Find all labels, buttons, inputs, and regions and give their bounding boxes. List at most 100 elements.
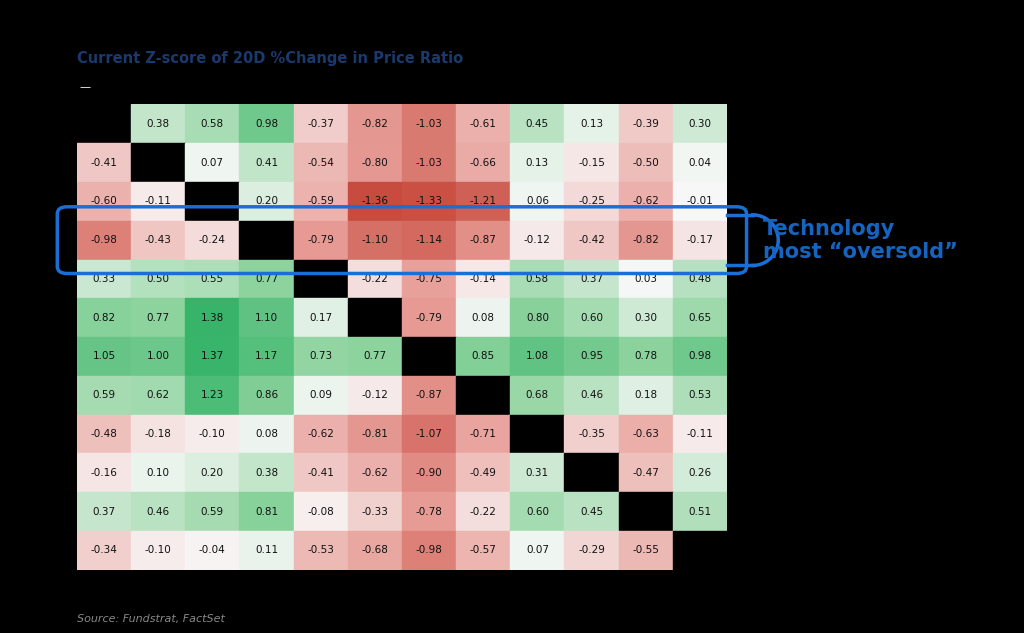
Text: 0.45: 0.45 bbox=[526, 119, 549, 129]
Bar bbox=[131, 492, 185, 531]
Bar bbox=[185, 143, 240, 182]
Text: -0.08: -0.08 bbox=[307, 506, 334, 517]
Bar bbox=[185, 376, 240, 415]
Bar bbox=[618, 376, 673, 415]
Bar bbox=[77, 104, 131, 143]
Bar bbox=[131, 298, 185, 337]
Text: -0.98: -0.98 bbox=[416, 545, 442, 555]
Bar bbox=[131, 221, 185, 260]
Text: 0.68: 0.68 bbox=[526, 390, 549, 400]
Bar bbox=[185, 104, 240, 143]
Text: -0.42: -0.42 bbox=[579, 235, 605, 245]
Bar bbox=[294, 492, 348, 531]
Text: 0.11: 0.11 bbox=[255, 545, 278, 555]
Bar bbox=[564, 104, 618, 143]
Text: 0.46: 0.46 bbox=[146, 506, 170, 517]
Text: 1.37: 1.37 bbox=[201, 351, 224, 361]
Bar bbox=[564, 492, 618, 531]
Bar bbox=[131, 260, 185, 298]
Text: 0.45: 0.45 bbox=[580, 506, 603, 517]
Bar bbox=[240, 182, 294, 221]
Text: 0.60: 0.60 bbox=[526, 506, 549, 517]
Bar bbox=[618, 221, 673, 260]
Bar bbox=[564, 298, 618, 337]
Text: -0.82: -0.82 bbox=[633, 235, 659, 245]
Text: -0.82: -0.82 bbox=[361, 119, 388, 129]
Text: -0.01: -0.01 bbox=[686, 196, 714, 206]
Text: -0.79: -0.79 bbox=[416, 313, 442, 323]
Text: 0.30: 0.30 bbox=[688, 119, 712, 129]
Bar bbox=[401, 260, 456, 298]
Bar bbox=[294, 531, 348, 570]
Text: -0.49: -0.49 bbox=[470, 468, 497, 478]
Text: 0.08: 0.08 bbox=[472, 313, 495, 323]
Text: -1.03: -1.03 bbox=[416, 158, 442, 168]
Bar bbox=[348, 337, 401, 376]
Bar bbox=[510, 182, 564, 221]
Text: -0.34: -0.34 bbox=[90, 545, 118, 555]
Text: -0.62: -0.62 bbox=[633, 196, 659, 206]
Bar bbox=[401, 531, 456, 570]
Text: -0.33: -0.33 bbox=[361, 506, 388, 517]
Text: -0.57: -0.57 bbox=[470, 545, 497, 555]
Text: 0.55: 0.55 bbox=[201, 274, 224, 284]
Bar bbox=[348, 143, 401, 182]
Bar bbox=[564, 182, 618, 221]
Bar bbox=[510, 415, 564, 453]
Text: -1.21: -1.21 bbox=[470, 196, 497, 206]
Bar bbox=[240, 143, 294, 182]
Bar bbox=[294, 260, 348, 298]
Bar bbox=[240, 492, 294, 531]
Text: -0.87: -0.87 bbox=[470, 235, 497, 245]
Text: 0.13: 0.13 bbox=[526, 158, 549, 168]
Bar bbox=[348, 453, 401, 492]
Bar bbox=[240, 453, 294, 492]
Bar bbox=[348, 376, 401, 415]
Bar bbox=[77, 453, 131, 492]
Text: 0.53: 0.53 bbox=[688, 390, 712, 400]
Text: 0.04: 0.04 bbox=[688, 158, 712, 168]
Bar bbox=[673, 182, 727, 221]
Text: 0.98: 0.98 bbox=[255, 119, 278, 129]
Bar bbox=[564, 531, 618, 570]
Bar bbox=[456, 453, 510, 492]
Text: -0.39: -0.39 bbox=[633, 119, 659, 129]
Bar bbox=[77, 531, 131, 570]
Bar bbox=[673, 531, 727, 570]
Text: -0.11: -0.11 bbox=[144, 196, 171, 206]
Bar bbox=[240, 221, 294, 260]
Bar bbox=[510, 104, 564, 143]
Bar bbox=[456, 260, 510, 298]
Text: 0.73: 0.73 bbox=[309, 351, 332, 361]
Text: -1.14: -1.14 bbox=[416, 235, 442, 245]
Text: -0.55: -0.55 bbox=[633, 545, 659, 555]
Bar bbox=[131, 453, 185, 492]
Bar bbox=[185, 492, 240, 531]
Text: -0.62: -0.62 bbox=[361, 468, 388, 478]
Text: 0.51: 0.51 bbox=[688, 506, 712, 517]
Text: 0.58: 0.58 bbox=[201, 119, 224, 129]
Text: -0.22: -0.22 bbox=[470, 506, 497, 517]
Bar bbox=[185, 453, 240, 492]
Bar bbox=[77, 143, 131, 182]
Text: 0.81: 0.81 bbox=[255, 506, 278, 517]
Text: 0.85: 0.85 bbox=[472, 351, 495, 361]
Bar bbox=[673, 298, 727, 337]
Bar bbox=[348, 104, 401, 143]
Text: 0.58: 0.58 bbox=[526, 274, 549, 284]
Text: 1.05: 1.05 bbox=[92, 351, 116, 361]
Text: 0.33: 0.33 bbox=[92, 274, 116, 284]
Text: 1.10: 1.10 bbox=[255, 313, 278, 323]
Text: 0.77: 0.77 bbox=[255, 274, 278, 284]
Text: 0.18: 0.18 bbox=[634, 390, 657, 400]
Text: -0.25: -0.25 bbox=[579, 196, 605, 206]
Bar bbox=[348, 492, 401, 531]
Text: -0.63: -0.63 bbox=[633, 429, 659, 439]
Text: 0.03: 0.03 bbox=[634, 274, 657, 284]
Text: 1.08: 1.08 bbox=[526, 351, 549, 361]
Bar bbox=[240, 298, 294, 337]
Bar bbox=[401, 337, 456, 376]
Text: 0.98: 0.98 bbox=[688, 351, 712, 361]
Bar bbox=[240, 260, 294, 298]
Bar bbox=[77, 492, 131, 531]
